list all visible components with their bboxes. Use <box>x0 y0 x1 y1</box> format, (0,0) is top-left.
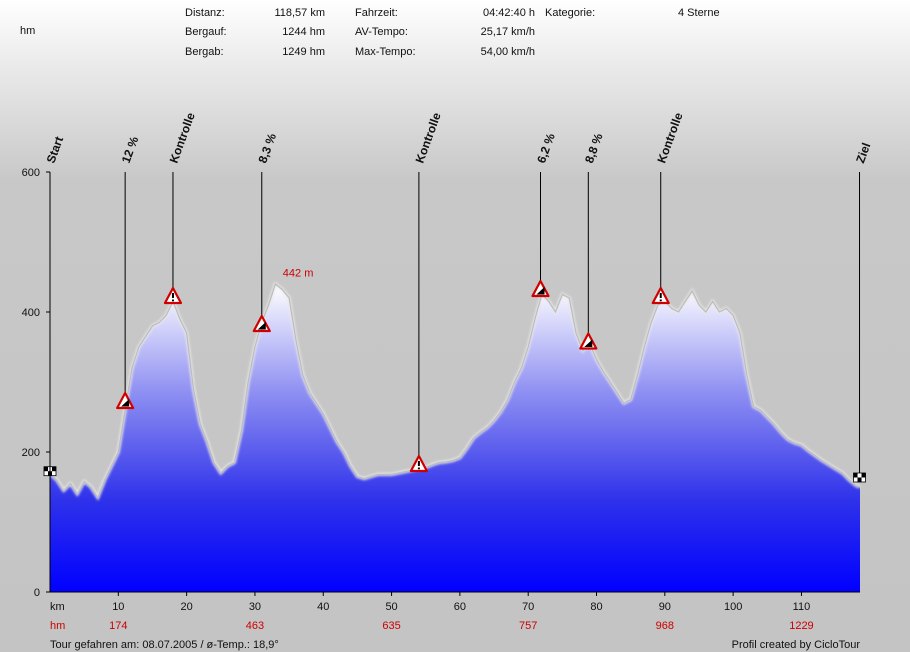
x-tick-label: 40 <box>317 601 329 613</box>
marker-label: Start <box>44 135 67 165</box>
x-tick-label: 30 <box>249 601 261 613</box>
cumulative-hm-label: 757 <box>519 620 537 632</box>
y-tick-label: 0 <box>34 587 40 599</box>
stat-value-ascent: 1244 hm <box>282 26 325 38</box>
stat-value-ride-time: 04:42:40 h <box>483 7 535 19</box>
marker-label: Kontrolle <box>167 110 198 165</box>
marker-label: 8,3 % <box>255 131 279 165</box>
stat-label-ride-time: Fahrzeit: <box>355 7 398 19</box>
x-tick-label: 20 <box>181 601 193 613</box>
stat-value-avg-speed: 25,17 km/h <box>480 26 535 38</box>
stat-label-descent: Bergab: <box>185 46 224 58</box>
stat-label-max-speed: Max-Tempo: <box>355 46 416 58</box>
y-tick-label: 600 <box>22 167 40 179</box>
marker-label: 8,8 % <box>582 131 606 165</box>
profile-credit-footer: Profil created by CicloTour <box>731 639 860 651</box>
max-elevation-label: 442 m <box>283 268 314 280</box>
x-tick-label: 70 <box>522 601 534 613</box>
x-tick-label: 100 <box>724 601 742 613</box>
climb-warning-icon <box>579 332 598 350</box>
checkpoint-warning-icon <box>163 286 183 305</box>
stat-value-distance: 118,57 km <box>274 7 325 19</box>
stat-label-category: Kategorie: <box>545 7 596 19</box>
cumulative-hm-label: 968 <box>656 620 674 632</box>
x-tick-label: 90 <box>659 601 671 613</box>
tour-date-footer: Tour gefahren am: 08.07.2005 / ø-Temp.: … <box>50 639 279 651</box>
cumulative-hm-label: 174 <box>109 620 127 632</box>
finish-flag-icon <box>853 472 866 483</box>
x-tick-label: 10 <box>112 601 124 613</box>
stat-value-descent: 1249 hm <box>282 46 325 58</box>
x-tick-label: 60 <box>454 601 466 613</box>
x-axis-unit-label: km <box>50 601 65 613</box>
marker-label: Kontrolle <box>413 110 444 165</box>
stat-label-ascent: Bergauf: <box>185 26 227 38</box>
x-tick-label: 50 <box>385 601 397 613</box>
stat-value-category: 4 Sterne <box>678 7 720 19</box>
marker-label: Kontrolle <box>654 110 685 165</box>
hm-row-label: hm <box>50 620 65 632</box>
cumulative-hm-label: 635 <box>382 620 400 632</box>
marker-label: 6,2 % <box>534 131 558 165</box>
cumulative-hm-label: 1229 <box>789 620 813 632</box>
elevation-outline <box>49 282 861 499</box>
y-tick-label: 200 <box>22 447 40 459</box>
checkpoint-warning-icon <box>409 454 428 473</box>
marker-label: Ziel <box>853 141 873 165</box>
stat-value-max-speed: 54,00 km/h <box>480 46 535 58</box>
y-tick-label: 400 <box>22 307 40 319</box>
marker-label: 12 % <box>119 134 142 165</box>
climb-warning-icon <box>116 391 135 410</box>
stat-label-distance: Distanz: <box>185 7 225 19</box>
x-tick-label: 80 <box>590 601 602 613</box>
y-axis-unit-label: hm <box>20 25 36 37</box>
x-tick-label: 110 <box>793 601 811 613</box>
stat-label-avg-speed: AV-Tempo: <box>355 26 408 38</box>
climb-warning-icon <box>252 314 271 333</box>
checkpoint-warning-icon <box>651 286 670 305</box>
cumulative-hm-label: 463 <box>246 620 264 632</box>
climb-warning-icon <box>531 279 550 298</box>
